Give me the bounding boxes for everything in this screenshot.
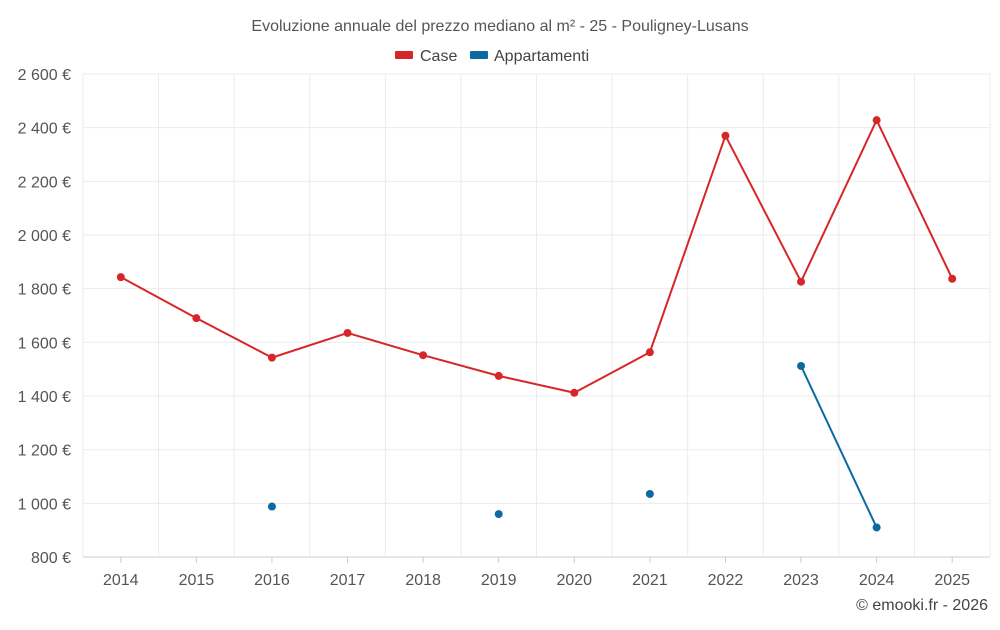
x-tick-label: 2014 [103, 572, 139, 589]
y-tick-label: 1 800 € [18, 282, 71, 299]
legend: Case Appartamenti [395, 48, 589, 65]
x-tick-label: 2023 [783, 572, 819, 589]
y-tick-label: 1 600 € [18, 335, 71, 352]
x-tick-label: 2021 [632, 572, 668, 589]
data-point-appartamenti [872, 523, 881, 532]
x-tick-label: 2025 [934, 572, 970, 589]
x-tick-label: 2020 [556, 572, 592, 589]
data-point-case [872, 116, 881, 125]
data-point-case [570, 388, 579, 397]
series-line-case [120, 119, 954, 394]
y-tick-label: 1 200 € [18, 443, 71, 460]
data-point-appartamenti [267, 502, 276, 511]
legend-swatch-case [395, 51, 413, 59]
series-layer [116, 116, 957, 532]
data-point-case [343, 328, 352, 337]
data-point-case [267, 353, 276, 362]
series-line-appartamenti [800, 365, 878, 528]
y-tick-label: 1 400 € [18, 389, 71, 406]
series-appartamenti [267, 361, 881, 532]
grid [82, 73, 991, 558]
x-tick-label: 2018 [405, 572, 441, 589]
x-tick-label: 2016 [254, 572, 290, 589]
series-case [116, 116, 957, 397]
y-tick-label: 2 000 € [18, 228, 71, 245]
y-axis: 800 € 1 000 € 1 200 € 1 400 € 1 600 € 1 800 €… [18, 67, 71, 567]
data-point-case [721, 131, 730, 140]
data-point-case [116, 273, 125, 282]
y-tick-label: 2 200 € [18, 174, 71, 191]
x-tick-label: 2022 [708, 572, 744, 589]
data-point-appartamenti [645, 489, 654, 498]
data-point-case [419, 351, 428, 360]
legend-swatch-appartamenti [470, 51, 488, 59]
data-point-case [645, 348, 654, 357]
data-point-case [948, 274, 957, 283]
x-axis: 2014 2015 2016 2017 2018 2019 2020 2021 2022 2023… [103, 557, 970, 589]
legend-label-case: Case [420, 48, 457, 65]
y-tick-label: 800 € [31, 550, 71, 567]
x-tick-label: 2015 [179, 572, 215, 589]
data-point-appartamenti [797, 361, 806, 370]
x-tick-label: 2017 [330, 572, 366, 589]
x-tick-label: 2019 [481, 572, 517, 589]
data-point-case [797, 277, 806, 286]
legend-label-appartamenti: Appartamenti [494, 48, 589, 65]
y-tick-label: 2 400 € [18, 121, 71, 138]
chart-title: Evoluzione annuale del prezzo mediano al… [251, 18, 748, 35]
y-tick-label: 2 600 € [18, 67, 71, 84]
chart-credit: © emooki.fr - 2026 [856, 597, 988, 614]
y-tick-label: 1 000 € [18, 496, 71, 513]
x-tick-label: 2024 [859, 572, 895, 589]
data-point-case [192, 314, 201, 323]
data-point-case [494, 371, 503, 380]
data-point-appartamenti [494, 510, 503, 519]
